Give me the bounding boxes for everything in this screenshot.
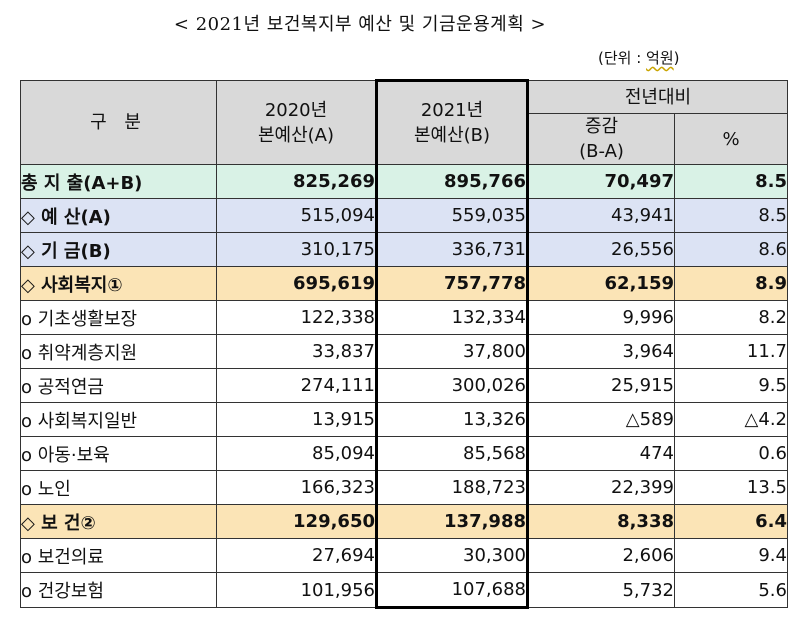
row-label: o 아동·보육	[20, 436, 217, 471]
header-diff: 증감 (B-A)	[527, 113, 675, 165]
cell-pct: 8.9	[674, 266, 788, 301]
cell-diff: △589	[527, 402, 675, 437]
table-row: o 보건의료 27,694 30,300 2,606 9.4	[20, 538, 788, 573]
cell-pct: 8.6	[674, 232, 788, 267]
table-row: o 노인 166,323 188,723 22,399 13.5	[20, 470, 788, 505]
cell-diff: 43,941	[527, 198, 675, 233]
cell-diff: 8,338	[527, 504, 675, 539]
cell-2020: 33,837	[216, 334, 377, 369]
cell-2021: 559,035	[375, 198, 529, 233]
cell-2021: 85,568	[375, 436, 529, 471]
cell-2020: 122,338	[216, 300, 377, 335]
cell-diff: 9,996	[527, 300, 675, 335]
row-label: o 기초생활보장	[20, 300, 217, 335]
table-row: o 건강보험 101,956 107,688 5,732 5.6	[20, 572, 788, 609]
cell-2021: 895,766	[375, 164, 529, 199]
cell-2020: 695,619	[216, 266, 377, 301]
cell-2020: 85,094	[216, 436, 377, 471]
table-row: ◇ 사회복지① 695,619 757,778 62,159 8.9	[20, 266, 788, 301]
cell-diff: 62,159	[527, 266, 675, 301]
page-title: < 2021년 보건복지부 예산 및 기금운용계획 >	[173, 14, 547, 35]
table-row: ◇ 보 건② 129,650 137,988 8,338 6.4	[20, 504, 788, 539]
table-row: ◇ 예 산(A) 515,094 559,035 43,941 8.5	[20, 198, 788, 233]
cell-diff: 3,964	[527, 334, 675, 369]
cell-diff: 5,732	[527, 572, 675, 608]
cell-2020: 101,956	[216, 572, 377, 608]
row-label: ◇ 보 건②	[20, 504, 217, 539]
cell-pct: 6.4	[674, 504, 788, 539]
row-label: o 노인	[20, 470, 217, 505]
table-row: 총 지 출(A+B) 825,269 895,766 70,497 8.5	[20, 164, 788, 199]
cell-diff: 70,497	[527, 164, 675, 199]
row-label: o 취약계층지원	[20, 334, 217, 369]
cell-pct: 11.7	[674, 334, 788, 369]
row-label: ◇ 예 산(A)	[20, 198, 217, 233]
header-2021: 2021년 본예산(B)	[375, 79, 529, 165]
row-label: ◇ 기 금(B)	[20, 232, 217, 267]
table-row: o 아동·보육 85,094 85,568 474 0.6	[20, 436, 788, 471]
row-label: o 사회복지일반	[20, 402, 217, 437]
unit-note: (단위 : 억원)	[598, 49, 680, 67]
cell-2021: 30,300	[375, 538, 529, 573]
cell-diff: 22,399	[527, 470, 675, 505]
header-2020: 2020년 본예산(A)	[216, 80, 377, 165]
row-label: o 보건의료	[20, 538, 217, 573]
cell-2021: 13,326	[375, 402, 529, 437]
cell-2021: 132,334	[375, 300, 529, 335]
cell-2020: 166,323	[216, 470, 377, 505]
cell-2021: 300,026	[375, 368, 529, 403]
cell-pct: 0.6	[674, 436, 788, 471]
row-label: ◇ 사회복지①	[20, 266, 217, 301]
cell-pct: 9.4	[674, 538, 788, 573]
row-label: 총 지 출(A+B)	[20, 164, 217, 199]
budget-table: 구 분 2020년 본예산(A) 2021년 본예산(B) 전년대비 증감 (B-A)…	[20, 79, 788, 609]
cell-2021: 137,988	[375, 504, 529, 539]
cell-2021: 188,723	[375, 470, 529, 505]
header-pct: %	[674, 113, 788, 165]
cell-pct: 9.5	[674, 368, 788, 403]
cell-pct: 8.5	[674, 164, 788, 199]
cell-2020: 274,111	[216, 368, 377, 403]
table-row: o 공적연금 274,111 300,026 25,915 9.5	[20, 368, 788, 403]
cell-2021: 37,800	[375, 334, 529, 369]
cell-2020: 310,175	[216, 232, 377, 267]
row-label: o 공적연금	[20, 368, 217, 403]
header-yoy: 전년대비	[527, 80, 788, 114]
cell-diff: 26,556	[527, 232, 675, 267]
cell-pct: 8.2	[674, 300, 788, 335]
cell-2021: 336,731	[375, 232, 529, 267]
table-row: o 기초생활보장 122,338 132,334 9,996 8.2	[20, 300, 788, 335]
cell-pct: 5.6	[674, 572, 788, 608]
table-row: ◇ 기 금(B) 310,175 336,731 26,556 8.6	[20, 232, 788, 267]
cell-pct: △4.2	[674, 402, 788, 437]
cell-pct: 13.5	[674, 470, 788, 505]
cell-2020: 129,650	[216, 504, 377, 539]
cell-2021: 107,688	[375, 572, 529, 609]
cell-2020: 13,915	[216, 402, 377, 437]
cell-2020: 825,269	[216, 164, 377, 199]
cell-diff: 2,606	[527, 538, 675, 573]
table-row: o 취약계층지원 33,837 37,800 3,964 11.7	[20, 334, 788, 369]
header-category: 구 분	[20, 80, 217, 165]
table-row: o 사회복지일반 13,915 13,326 △589 △4.2	[20, 402, 788, 437]
cell-diff: 474	[527, 436, 675, 471]
cell-2020: 27,694	[216, 538, 377, 573]
cell-pct: 8.5	[674, 198, 788, 233]
row-label: o 건강보험	[20, 572, 217, 608]
cell-2020: 515,094	[216, 198, 377, 233]
cell-diff: 25,915	[527, 368, 675, 403]
cell-2021: 757,778	[375, 266, 529, 301]
